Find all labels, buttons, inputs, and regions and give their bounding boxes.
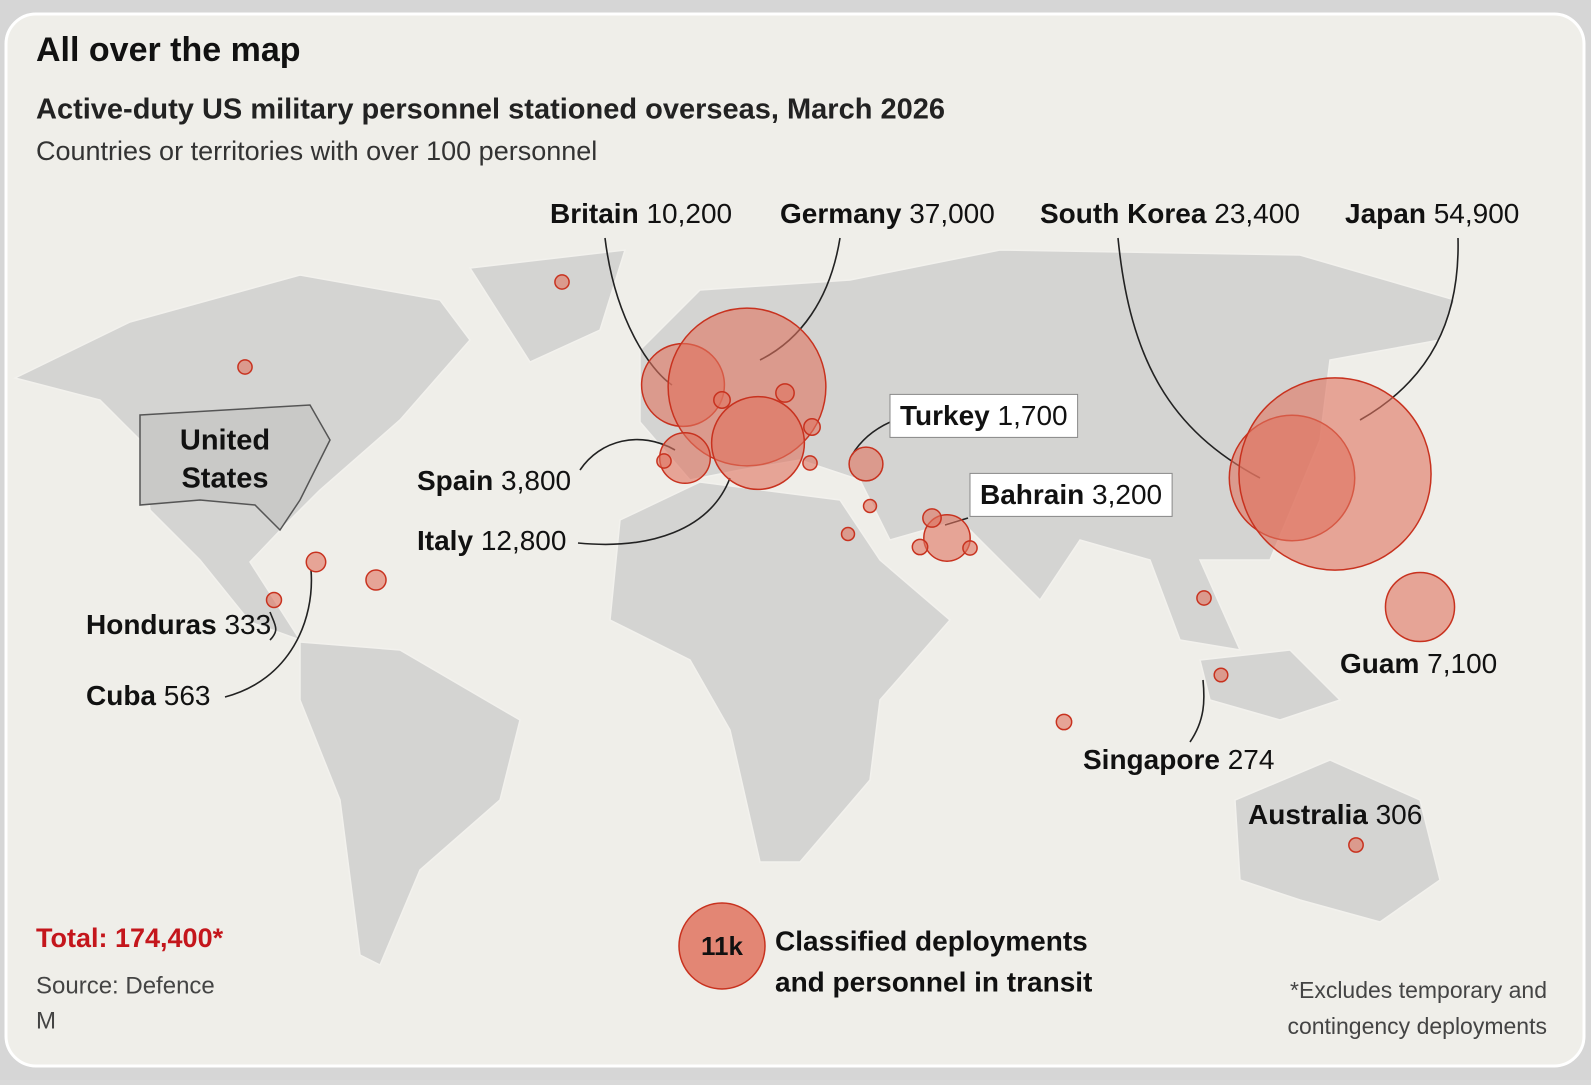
location-name: Australia [1248,799,1368,830]
us-label: States [181,463,268,495]
subtitle: Active-duty US military personnel statio… [36,94,945,126]
us-label: United [180,425,270,457]
location-value: 23,400 [1214,198,1300,229]
bubble [848,446,884,482]
bubble [710,395,806,491]
bubble [862,498,878,514]
location-name: Singapore [1083,744,1220,775]
leader [1117,237,1261,479]
location-name: Guam [1340,648,1419,679]
bubble [911,538,929,556]
location-value: 54,900 [1434,198,1520,229]
location-value: 10,200 [646,198,732,229]
location-name: Turkey [900,400,990,431]
total: Total: 174,400* [36,923,224,953]
bubble [305,551,327,573]
leader [269,611,277,641]
note: Countries or territories with over 100 p… [36,136,597,166]
location-value: 1,700 [998,400,1068,431]
classified-label: 11k [701,931,743,961]
maritime-asia [1199,649,1342,721]
location-name: South Korea [1040,198,1207,229]
bubble [365,569,387,591]
bubble [265,591,283,609]
south-america [299,641,521,967]
greenland [468,249,627,363]
location-label: Australia 306 [1248,799,1422,830]
labels: Britain 10,200 Germany 37,000 South Korea … [86,198,1519,960]
location-value: 12,800 [481,525,567,556]
australia [1234,759,1441,923]
location-name: Honduras [86,609,217,640]
location-label: South Korea 23,400 [1040,198,1300,229]
location-label: Honduras 333 [86,609,271,640]
bubble [554,274,570,290]
bubble [237,359,253,375]
location-value: 3,800 [501,465,571,496]
leader [1189,679,1205,743]
location-name: Cuba [86,680,156,711]
bubble [962,540,978,556]
location-value: 274 [1228,744,1275,775]
location-value: 333 [224,609,271,640]
location-label: Guam 7,100 [1340,648,1497,679]
footnote: contingency deployments [1287,1013,1547,1039]
eurasia [639,249,1456,651]
source: Source: Defence [36,972,215,999]
bubbles [237,274,1456,990]
location-label: Italy 12,800 [417,525,566,556]
footnote: *Excludes temporary and [1290,977,1547,1003]
source: M [36,1007,56,1034]
location-label: Turkey 1,700 [900,400,1068,431]
bubble [1196,590,1212,606]
bubble [802,455,818,471]
bubble [922,508,942,528]
location-label: Britain 10,200 [550,198,732,229]
bubble [713,391,731,409]
label-box [969,472,1173,517]
location-name: Bahrain [980,479,1084,510]
bubble [1238,377,1432,571]
africa [609,481,952,863]
location-name: Spain [417,465,493,496]
title: All over the map [36,31,301,69]
location-value: 37,000 [909,198,995,229]
bubble [840,526,856,542]
location-name: Japan [1345,198,1426,229]
location-name: Britain [550,198,639,229]
land [12,249,1456,967]
bubble [656,453,672,469]
location-label: Bahrain 3,200 [980,479,1162,510]
bubble [1348,837,1364,853]
leader [577,477,731,546]
bubble [775,383,795,403]
bubble [1055,713,1073,731]
label-box [889,393,1079,438]
location-label: Singapore 274 [1083,744,1274,775]
classified-text: and personnel in transit [775,966,1092,997]
location-label: Japan 54,900 [1345,198,1519,229]
bubble [1384,571,1456,643]
classified-text: Classified deployments [775,925,1088,956]
location-value: 306 [1376,799,1423,830]
bubble [678,902,766,990]
bubble [1213,667,1229,683]
united-states [139,404,331,532]
location-label: Cuba 563 [86,680,211,711]
location-label: Germany 37,000 [780,198,995,229]
location-name: Germany [780,198,902,229]
location-name: Italy [417,525,473,556]
bubble [803,418,821,436]
location-label: Spain 3,800 [417,465,571,496]
leader [224,569,313,698]
location-value: 3,200 [1092,479,1162,510]
location-value: 563 [164,680,211,711]
location-value: 7,100 [1427,648,1497,679]
